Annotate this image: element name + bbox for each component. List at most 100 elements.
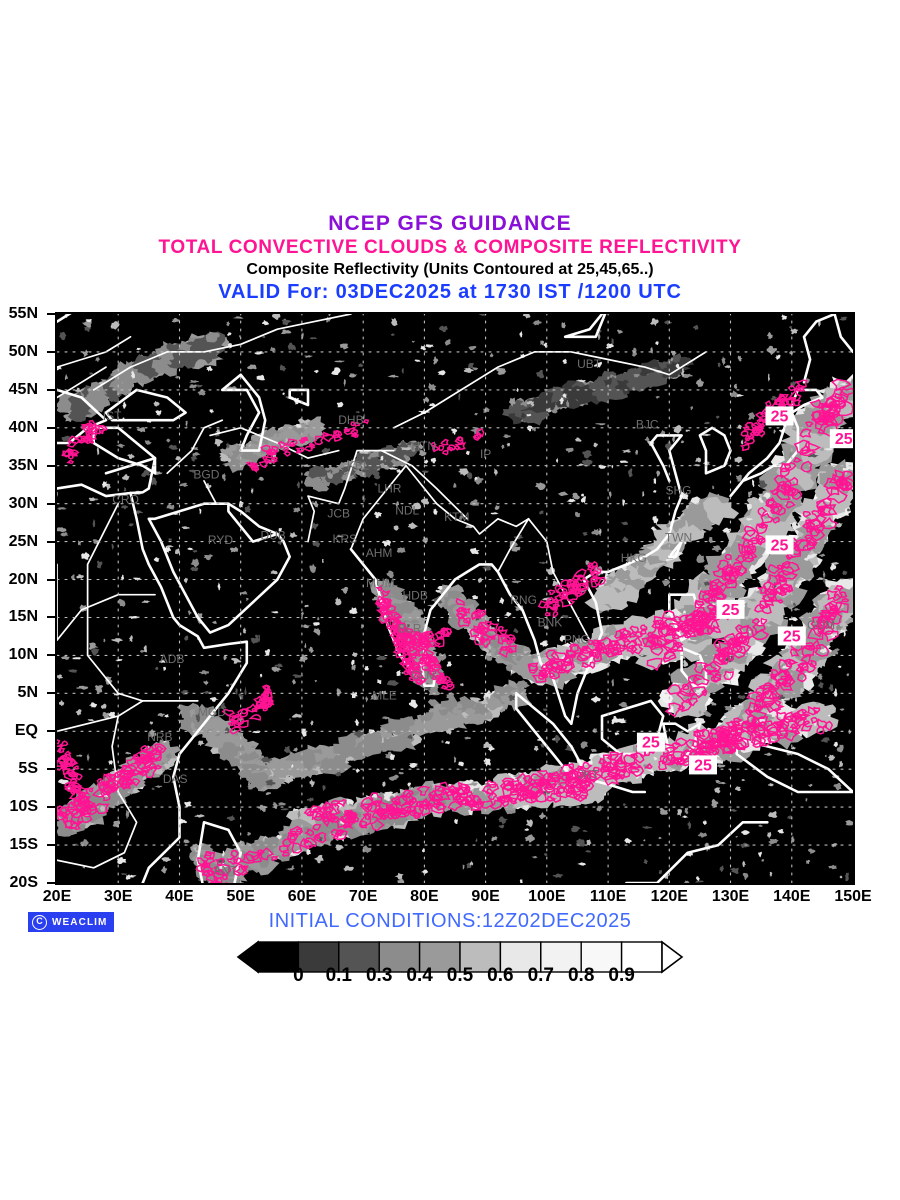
city-label-NDL: NDL <box>395 503 419 517</box>
lon-label-30E: 30E <box>103 888 133 905</box>
lon-label-40E: 40E <box>165 888 194 905</box>
city-label-RYD: RYD <box>208 533 233 547</box>
city-label-GUM: GUM <box>807 618 835 632</box>
city-label-TWN: TWN <box>665 531 692 545</box>
lon-label-50E: 50E <box>226 888 255 905</box>
title-units: Composite Reflectivity (Units Contoured … <box>246 261 654 278</box>
lat-tick <box>47 464 55 467</box>
colorbar-tick-0.3: 0.3 <box>365 965 393 986</box>
contour-label-bg <box>765 406 794 426</box>
city-label-JKT: JKT <box>578 767 600 781</box>
contour-label-bg <box>829 429 853 449</box>
lat-label-5S: 5S <box>18 760 38 778</box>
lat-label-25N: 25N <box>8 532 38 550</box>
colorbar-tick-0: 0 <box>293 965 304 986</box>
colorbar-swatches <box>236 940 684 974</box>
lon-label-70E: 70E <box>348 888 378 905</box>
city-label-BLR: BLR <box>398 622 422 636</box>
lat-label-EQ: EQ <box>14 722 38 740</box>
title-block: NCEP GFS GUIDANCE TOTAL CONVECTIVE CLOUD… <box>0 212 900 304</box>
colorbar-tick-0.1: 0.1 <box>325 965 352 986</box>
colorbar-tick-0.6: 0.6 <box>487 965 514 986</box>
map-canvas: IST CRO BGD RYD DUB DHB HTN KBL LHR JCB NDL KTM KRS A… <box>57 314 853 883</box>
contour-label-25: 25 <box>783 628 801 645</box>
contour-label-bg <box>777 626 806 646</box>
city-label-LHR: LHR <box>377 481 401 495</box>
lon-label-60E: 60E <box>287 888 317 905</box>
lat-label-30N: 30N <box>8 494 38 512</box>
city-label-HKG: HKG <box>621 551 647 565</box>
city-label-BJC: BJC <box>636 418 659 432</box>
city-label-MGD: MGD <box>198 705 226 719</box>
logo-label: WEACLIM <box>52 916 108 928</box>
city-label-AHM: AHM <box>366 546 393 560</box>
initial-conditions-text: INITIAL CONDITIONS:12Z02DEC2025 <box>268 910 632 932</box>
weaclim-logo[interactable]: C WEACLIM <box>28 912 115 932</box>
lon-label-140E: 140E <box>773 888 811 905</box>
city-label-KTM: KTM <box>444 510 469 524</box>
city-label-CLM: CLM <box>411 668 436 682</box>
lat-tick <box>47 350 55 353</box>
lat-tick <box>47 540 55 543</box>
colorbar-tick-0.4: 0.4 <box>406 965 433 986</box>
contour-label-bg <box>716 599 745 619</box>
lon-label-130E: 130E <box>711 888 750 905</box>
colorbar <box>236 940 684 992</box>
contour-label-bg <box>636 732 665 752</box>
city-label-ADB: ADB <box>160 652 185 666</box>
contour-label-25: 25 <box>835 431 853 448</box>
lat-tick <box>47 388 55 391</box>
lat-tick <box>47 844 55 847</box>
city-label-UBT: UBT <box>577 357 602 371</box>
city-label-SHG: SHG <box>665 484 691 498</box>
contour-label-25: 25 <box>694 757 712 774</box>
city-label-RNG: RNG <box>510 593 537 607</box>
lat-tick <box>47 578 55 581</box>
city-label-CRO: CRO <box>112 493 139 507</box>
lat-tick <box>47 313 55 315</box>
city-label-DAS: DAS <box>163 772 188 786</box>
city-label-IST: IST <box>103 409 122 423</box>
city-label-HTN: HTN <box>411 439 436 453</box>
title-valid-time: VALID For: 03DEC2025 at 1730 IST /1200 U… <box>218 281 682 303</box>
contour-label-25: 25 <box>642 735 660 752</box>
lat-label-15N: 15N <box>8 608 38 626</box>
city-label-ANT: ANT <box>213 864 238 878</box>
lat-label-55N: 55N <box>8 305 38 322</box>
city-label-MLE: MLE <box>372 688 397 702</box>
city-label-BGD: BGD <box>193 468 219 482</box>
lat-label-10N: 10N <box>8 646 38 664</box>
contour-label-bg <box>765 535 794 555</box>
lat-tick <box>47 654 55 657</box>
contour-label-25: 25 <box>771 408 789 425</box>
lat-label-20N: 20N <box>8 570 38 588</box>
city-label-IP: IP <box>480 447 491 461</box>
city-label-NRB: NRB <box>147 730 172 744</box>
lon-label-110E: 110E <box>589 888 627 905</box>
lat-tick <box>47 426 55 429</box>
lat-tick <box>47 616 55 619</box>
lat-tick <box>47 730 55 733</box>
lat-tick <box>47 806 55 809</box>
lat-label-40N: 40N <box>8 418 38 436</box>
lat-label-45N: 45N <box>8 380 38 398</box>
city-label-KRS: KRS <box>332 532 357 546</box>
lat-label-35N: 35N <box>8 456 38 474</box>
city-label-MUM: MUM <box>366 576 395 590</box>
contour-label-bg <box>688 755 717 775</box>
page-title: NCEP GFS GUIDANCE <box>328 212 572 235</box>
map-panel[interactable]: IST CRO BGD RYD DUB DHB HTN KBL LHR JCB NDL KTM KRS A… <box>55 312 855 885</box>
lon-label-80E: 80E <box>410 888 439 905</box>
lat-tick <box>47 692 55 695</box>
city-label-PNG: PNG <box>564 632 590 646</box>
copyright-icon: C <box>32 914 47 930</box>
lat-tick <box>47 768 55 771</box>
lon-label-20E: 20E <box>42 888 72 905</box>
lat-label-15S: 15S <box>9 836 38 854</box>
city-label-JCB: JCB <box>327 506 350 520</box>
city-label-DUB: DUB <box>260 528 285 542</box>
lon-label-120E: 120E <box>650 888 688 905</box>
colorbar-tick-0.7: 0.7 <box>527 965 554 986</box>
contour-label-25: 25 <box>722 602 740 619</box>
